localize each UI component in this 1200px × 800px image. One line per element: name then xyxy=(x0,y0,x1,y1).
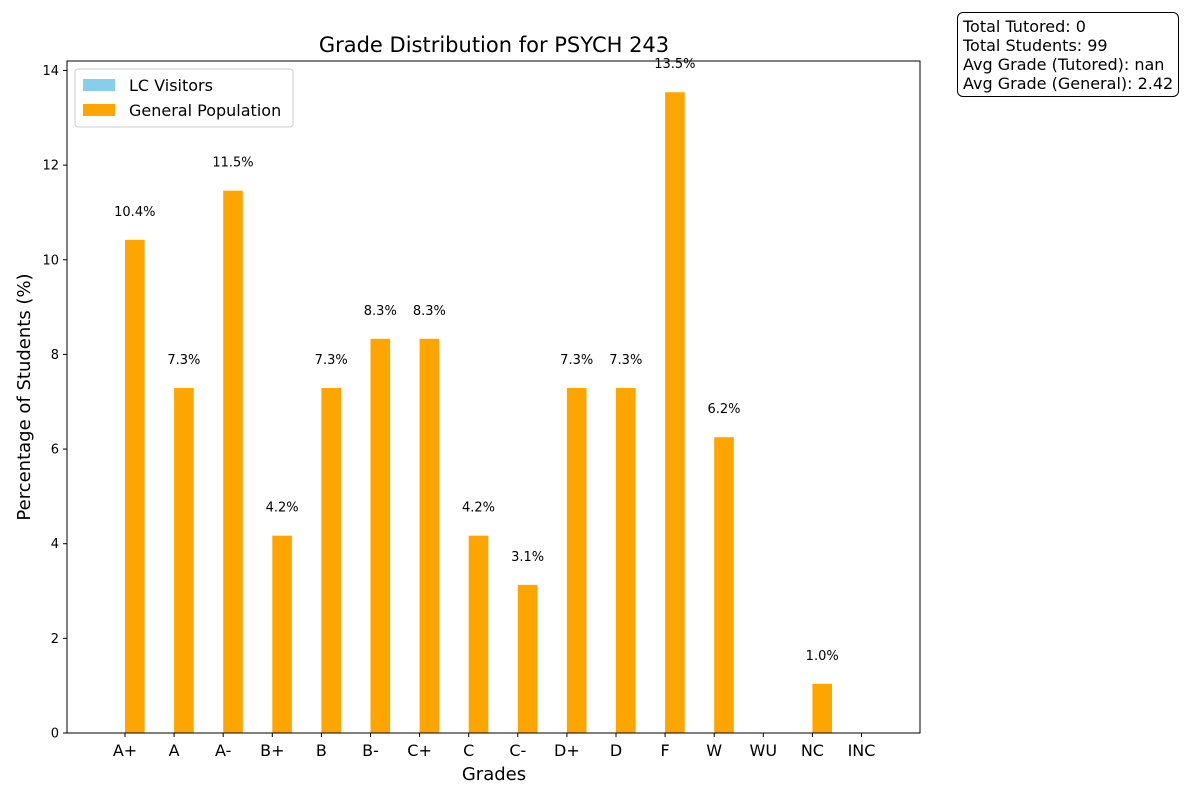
total-students-text: Total Students: 99 xyxy=(963,36,1108,55)
y-tick-label: 2 xyxy=(51,632,59,647)
y-tick-label: 12 xyxy=(42,159,59,174)
x-tick-label: A xyxy=(169,741,180,760)
data-label: 8.3% xyxy=(364,304,397,319)
bar-general-population-C+ xyxy=(419,338,440,733)
data-label: 7.3% xyxy=(560,353,593,368)
x-tick-label: W xyxy=(706,741,722,760)
data-label: 1.0% xyxy=(806,649,839,664)
x-tick-label: A- xyxy=(215,741,231,760)
bar-general-population-A xyxy=(174,388,194,733)
avg-grade-general-text: Avg Grade (General): 2.42 xyxy=(963,74,1174,93)
data-label: 3.1% xyxy=(511,550,544,565)
legend: LC Visitors General Population xyxy=(74,68,294,128)
x-tick-label: D xyxy=(610,741,622,760)
legend-frame xyxy=(74,68,294,128)
bar-general-population-D+ xyxy=(566,388,587,733)
x-tick-label: INC xyxy=(848,741,876,760)
data-label: 13.5% xyxy=(654,57,695,72)
data-label: 7.3% xyxy=(167,353,200,368)
data-label: 11.5% xyxy=(212,156,253,171)
legend-label-general-population: General Population xyxy=(129,101,281,120)
x-tick-label: C xyxy=(463,741,474,760)
x-tick-label: C+ xyxy=(407,741,432,760)
y-tick-label: 4 xyxy=(51,537,59,552)
axes-frame xyxy=(66,60,921,734)
x-tick-label: B- xyxy=(362,741,379,760)
y-tick-label: 10 xyxy=(42,253,59,268)
bar-general-population-F xyxy=(665,92,685,733)
x-tick-label: NC xyxy=(801,741,824,760)
y-tick-label: 8 xyxy=(51,348,59,363)
data-label: 8.3% xyxy=(413,304,446,319)
x-tick-label: A+ xyxy=(113,741,137,760)
data-label: 7.3% xyxy=(315,353,348,368)
bar-general-population-D xyxy=(616,388,636,733)
bar-general-population-A- xyxy=(223,190,243,733)
y-axis-label: Percentage of Students (%) xyxy=(14,273,35,520)
data-label: 6.2% xyxy=(707,402,740,417)
bar-general-population-B xyxy=(321,388,341,733)
legend-swatch-lc-visitors xyxy=(83,79,115,91)
x-tick-label: F xyxy=(660,741,669,760)
y-tick-label: 6 xyxy=(51,443,59,458)
x-tick-label: D+ xyxy=(554,741,580,760)
legend-swatch-general-population xyxy=(83,104,115,116)
x-tick-label: C- xyxy=(509,741,526,760)
data-label: 10.4% xyxy=(114,205,155,220)
x-axis-label: Grades xyxy=(462,764,526,785)
x-tick-label: B xyxy=(316,741,327,760)
bar-general-population-W xyxy=(714,437,734,733)
bar-general-population-B- xyxy=(370,338,391,733)
legend-label-lc-visitors: LC Visitors xyxy=(129,76,213,95)
bar-general-population-B+ xyxy=(272,535,292,733)
data-label: 4.2% xyxy=(266,501,299,516)
data-label: 4.2% xyxy=(462,501,495,516)
bar-general-population-A+ xyxy=(125,239,145,733)
bar-general-population-NC xyxy=(812,683,832,733)
y-tick-label: 0 xyxy=(51,727,59,742)
total-tutored-text: Total Tutored: 0 xyxy=(963,17,1086,36)
x-tick-label: B+ xyxy=(260,741,284,760)
stats-box: Total Tutored: 0 Total Students: 99 Avg … xyxy=(957,12,1180,97)
plot-area: 10.4% 7.3% 11.5% 4.2% 7.3% 8.3% 8.3% 4.2% 3.1% 7.… xyxy=(42,57,921,760)
x-tick-label: WU xyxy=(750,741,778,760)
data-label: 7.3% xyxy=(609,353,642,368)
bar-general-population-C xyxy=(468,535,489,733)
avg-grade-tutored-text: Avg Grade (Tutored): nan xyxy=(963,55,1165,74)
y-tick-label: 14 xyxy=(42,64,59,79)
bar-general-population-C- xyxy=(517,584,538,733)
chart-title: Grade Distribution for PSYCH 243 xyxy=(319,33,669,57)
